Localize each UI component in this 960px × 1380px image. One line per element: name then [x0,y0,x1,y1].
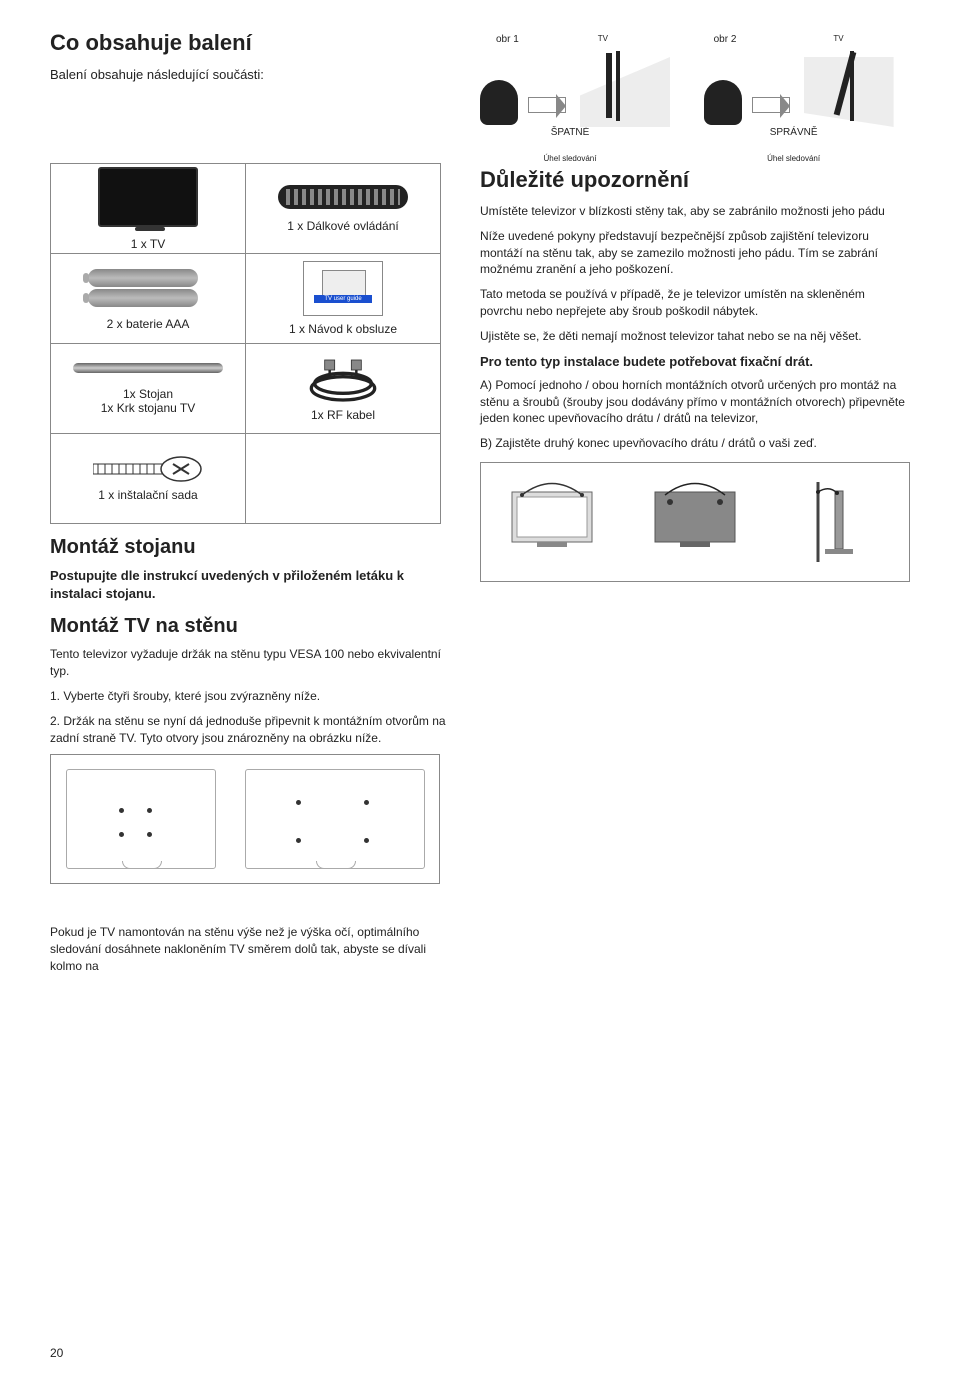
notice-p5: A) Pomocí jednoho / obou horních montážn… [480,377,910,427]
tv-label: TV [833,34,843,43]
cable-icon [298,355,388,405]
batteries-icon [88,269,208,307]
safety-diagram [480,462,910,582]
angle-label: Úhel sledování [694,154,894,163]
fan-bg [580,57,670,127]
package-subtitle: Balení obsahuje následující součásti: [50,66,450,84]
wrong-caption: ŠPATNĚ [470,127,670,138]
notice-p3: Tato metoda se používá v případě, že je … [480,286,910,320]
tv-icon [98,167,198,227]
wall-mount-step1: 1. Vyberte čtyři šrouby, které jsou zvýr… [50,688,450,705]
tv-back-large [245,769,425,869]
notice-p4: Ujistěte se, že děti nemají možnost tele… [480,328,910,345]
cell-batteries-label: 2 x baterie AAA [53,317,243,331]
head-icon [480,80,518,125]
manual-icon: TV user guide [303,261,383,316]
cell-remote-label: 1 x Dálkové ovládání [248,219,438,233]
wall-mount-p1: Tento televizor vyžaduje držák na stěnu … [50,646,450,680]
vesa-diagram [50,754,440,884]
cell-tv-label: 1 x TV [53,237,243,251]
viewing-diagram-wrong: obr 1 TV ŠPATNĚ Úhel sledování [470,34,670,163]
components-table: 1 x TV 1 x Dálkové ovládání 2 x baterie … [50,163,441,524]
cell-cable-label: 1x RF kabel [248,408,438,422]
notice-p2: Níže uvedené pokyny představují bezpečně… [480,228,910,278]
notice-heading: Důležité upozornění [480,167,910,193]
page-number: 20 [50,1346,63,1360]
notice-p6: B) Zajistěte druhý konec upevňovacího dr… [480,435,910,452]
wall-mount-heading: Montáž TV na stěnu [50,615,450,638]
fig2-label: obr 2 [694,34,894,45]
notice-p1: Umístěte televizor v blízkosti stěny tak… [480,203,910,220]
safety-front-icon [492,477,612,567]
viewing-diagram-right: obr 2 TV SPRÁVNĚ Úhel sledování [694,34,894,163]
cell-stand-label2: 1x Krk stojanu TV [53,401,243,415]
tv-side-icon [606,53,612,118]
wall-mount-step2: 2. Držák na stěnu se nyní dá jednoduše p… [50,713,450,747]
stand-mount-instruction: Postupujte dle instrukcí uvedených v při… [50,567,450,603]
safety-side-icon [778,477,898,567]
tv-label: TV [598,34,608,43]
notice-bold: Pro tento typ instalace budete potřebova… [480,353,910,371]
arrow-icon [528,97,566,113]
page-title: Co obsahuje balení [50,30,450,56]
cell-stand-label1: 1x Stojan [53,387,243,401]
screw-icon [93,456,203,482]
safety-back-icon [635,477,755,567]
cell-kit-label: 1 x inštalační sada [53,488,243,502]
angle-label: Úhel sledování [470,154,670,163]
fig1-label: obr 1 [470,34,670,45]
arrow-icon [752,97,790,113]
manual-bar-text: TV user guide [314,295,372,303]
stand-mount-heading: Montáž stojanu [50,536,450,559]
wall-icon [616,51,620,121]
head-icon [704,80,742,125]
wall-mount-bottom-note: Pokud je TV namontován na stěnu výše než… [50,924,450,974]
right-caption: SPRÁVNĚ [694,127,894,138]
cell-manual-label: 1 x Návod k obsluze [248,322,438,336]
remote-icon [278,185,408,209]
tv-back-small [66,769,216,869]
stand-icon [53,363,243,373]
